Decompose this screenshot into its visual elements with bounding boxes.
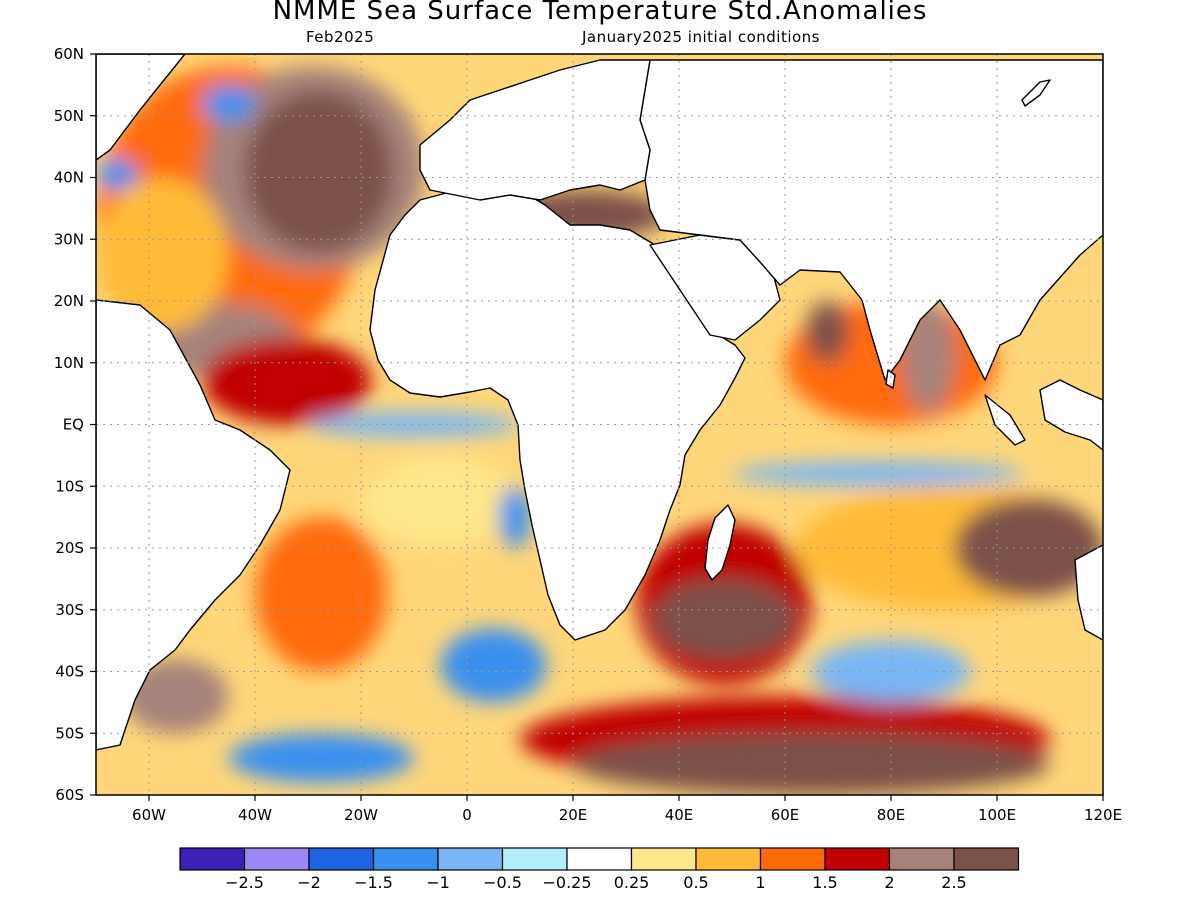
map-title: NMME Sea Surface Temperature Std.Anomali… [272, 0, 928, 26]
sumatra-landmass [984, 394, 1026, 446]
colorbar-swatch [824, 847, 891, 871]
colorbar-swatch [179, 847, 246, 871]
colorbar-label: 0.25 [614, 873, 650, 892]
lat-tick-label: 10N [54, 354, 84, 372]
colorbar-label: −2.5 [225, 873, 264, 892]
north-america-landmass [96, 54, 186, 161]
lon-tick-label: 0 [462, 806, 472, 824]
lat-tick-label: 50N [54, 107, 84, 125]
anomaly-region-2 [244, 91, 393, 252]
colorbar-swatch [566, 847, 633, 871]
lat-tick-label: 40N [54, 169, 84, 187]
colorbar-label: 2.5 [941, 873, 966, 892]
lon-tick-label: 100E [978, 806, 1016, 824]
sri-lanka [885, 369, 896, 389]
anomaly-region-14 [440, 628, 547, 703]
lat-tick-label: 40S [55, 663, 84, 681]
anomaly-region-16 [573, 733, 1050, 795]
lon-tick-label: 80E [877, 806, 906, 824]
anomaly-region-6 [96, 158, 139, 190]
colorbar-label: −1.5 [354, 873, 393, 892]
lat-tick-label: 30N [54, 230, 84, 248]
colorbar-swatch [888, 847, 955, 871]
colorbar-swatch [308, 847, 375, 871]
anomaly-region-11 [255, 517, 388, 672]
anomaly-region-9 [361, 455, 520, 548]
colorbar-swatch [630, 847, 697, 871]
colorbar-label: −0.5 [483, 873, 522, 892]
colorbar-label: −1 [426, 873, 450, 892]
anomaly-region-4 [201, 338, 372, 425]
lat-tick-label: 60N [54, 45, 84, 63]
colorbar-label: 1 [755, 873, 765, 892]
lon-tick-label: 20E [559, 806, 588, 824]
lon-tick-label: 40E [665, 806, 694, 824]
colorbar-swatch [437, 847, 504, 871]
lat-tick-label: 20N [54, 292, 84, 310]
south-america-landmass [96, 299, 291, 751]
anomaly-region-18 [652, 578, 796, 660]
anomaly-region-7 [202, 84, 255, 122]
lon-tick-label: 20W [344, 806, 378, 824]
colorbar-swatch [953, 847, 1020, 871]
lat-tick-label: 30S [55, 601, 84, 619]
anomaly-region-13 [228, 733, 414, 783]
lat-tick-label: EQ [63, 416, 84, 434]
colorbar-swatch [372, 847, 439, 871]
initial-conditions-label: January2025 initial conditions [582, 28, 820, 46]
lon-tick-label: 60W [132, 806, 166, 824]
valid-month-label: Feb2025 [306, 28, 375, 46]
colorbar-label: −2 [297, 873, 321, 892]
europe-landmass [419, 59, 651, 201]
colorbar: −2.5 −2 −1.5 −1 −0.5 −0.25 0.25 0.5 1 1.5 2 2.5 [179, 847, 1020, 892]
colorbar-swatch [695, 847, 762, 871]
map-axes: 60N 50N 40N 30N 20N 10N EQ 10S 20S 30S 40S 50S 60S 60… [54, 45, 1122, 824]
lon-tick-label: 60E [771, 806, 800, 824]
colorbar-label: −0.25 [542, 873, 591, 892]
anomaly-region-22 [732, 461, 1024, 487]
anomaly-region-10 [498, 486, 531, 548]
lat-tick-label: 50S [55, 724, 84, 742]
colorbar-label: 0.5 [683, 873, 708, 892]
japan-islands [1021, 79, 1051, 107]
colorbar-label: 2 [884, 873, 894, 892]
lat-tick-label: 60S [55, 786, 84, 804]
lon-tick-label: 40W [238, 806, 272, 824]
colorbar-swatch [501, 847, 568, 871]
southeast-asia-islands [1039, 379, 1103, 451]
madagascar-landmass [704, 504, 736, 581]
colorbar-swatch [243, 847, 310, 871]
asia-landmass [639, 59, 1103, 381]
colorbar-label: 1.5 [812, 873, 837, 892]
lat-tick-label: 20S [55, 539, 84, 557]
land-masses [96, 54, 1103, 751]
anomaly-region-5 [96, 177, 229, 332]
anomaly-region-25 [806, 301, 849, 363]
lat-tick-label: 10S [55, 477, 84, 495]
colorbar-swatch [759, 847, 826, 871]
lon-tick-label: 120E [1084, 806, 1122, 824]
